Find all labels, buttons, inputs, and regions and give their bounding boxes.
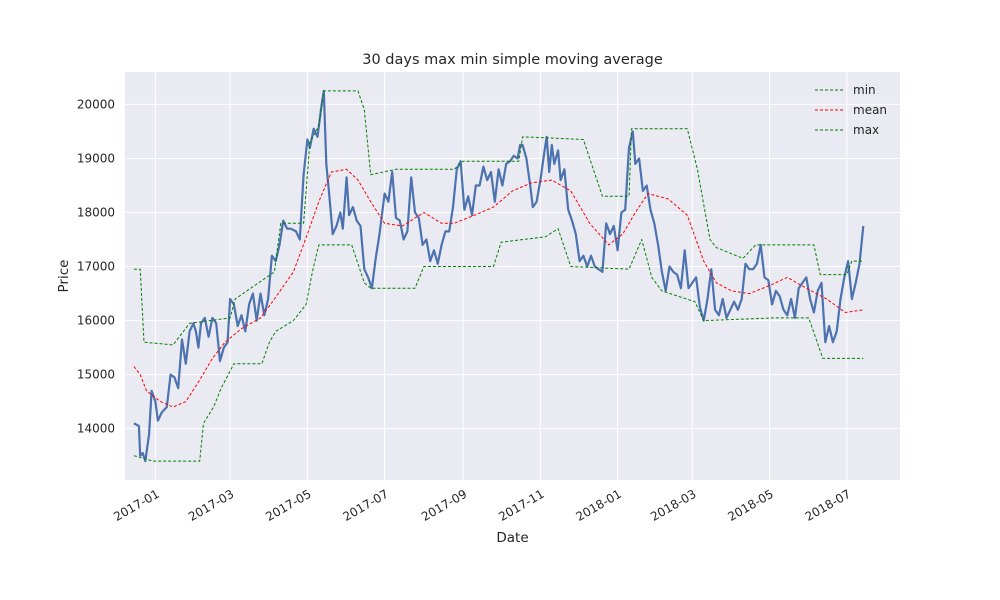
y-tick-label: 15000 (77, 368, 115, 382)
x-tick-label: 2017-11 (496, 487, 546, 524)
x-tick-label: 2017-03 (186, 487, 236, 524)
max-line (133, 90, 864, 346)
x-tick-label: 2017-01 (111, 487, 161, 524)
y-tick-label: 16000 (77, 314, 115, 328)
mean-line (133, 168, 864, 408)
y-tick-label: 14000 (77, 422, 115, 436)
min-line (133, 228, 864, 462)
price-line (133, 89, 865, 463)
legend: min mean max (815, 83, 887, 137)
y-tick-label: 20000 (77, 97, 115, 111)
x-axis-label: Date (496, 530, 528, 546)
y-axis-label: Price (56, 260, 72, 293)
y-tick-label: 18000 (77, 206, 115, 220)
legend-max-label: max (853, 123, 879, 137)
grid (125, 72, 900, 480)
x-tick-label: 2017-09 (419, 487, 469, 524)
x-tick-label: 2018-05 (725, 487, 775, 524)
legend-min-label: min (853, 83, 876, 97)
legend-mean-label: mean (853, 103, 887, 117)
y-tick-labels: 14000 15000 16000 17000 18000 19000 20000 (77, 97, 115, 435)
x-tick-label: 2018-01 (573, 487, 623, 524)
chart-title: 30 days max min simple moving average (362, 52, 663, 68)
x-tick-label: 2017-07 (340, 487, 390, 524)
y-tick-label: 17000 (77, 260, 115, 274)
x-tick-label: 2018-03 (648, 487, 698, 524)
x-tick-labels: 2017-01 2017-03 2017-05 2017-07 2017-09 2017-… (111, 487, 853, 524)
x-tick-label: 2018-07 (803, 487, 853, 524)
x-tick-label: 2017-05 (263, 487, 313, 524)
series-lines (133, 89, 865, 463)
plot-background (125, 72, 900, 480)
y-tick-label: 19000 (77, 151, 115, 165)
